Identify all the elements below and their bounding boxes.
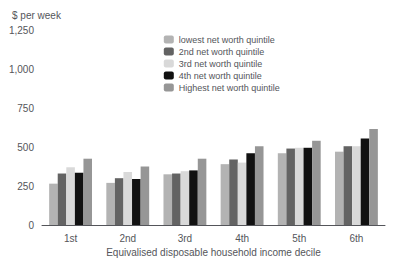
svg-text:Equivalised disposable househo: Equivalised disposable household income … <box>106 247 321 258</box>
svg-text:4th: 4th <box>235 233 249 244</box>
svg-text:250: 250 <box>17 181 34 192</box>
svg-text:0: 0 <box>28 220 34 231</box>
svg-text:5th: 5th <box>292 233 306 244</box>
svg-text:Highest net worth quintile: Highest net worth quintile <box>179 83 280 93</box>
svg-text:1st: 1st <box>64 233 78 244</box>
svg-text:750: 750 <box>17 103 34 114</box>
svg-text:1,250: 1,250 <box>9 25 34 36</box>
svg-text:500: 500 <box>17 142 34 153</box>
svg-text:2nd: 2nd <box>119 233 136 244</box>
svg-text:4th net worth quintile: 4th net worth quintile <box>179 71 262 81</box>
svg-text:3rd net worth quintile: 3rd net worth quintile <box>179 59 263 69</box>
svg-text:2nd net worth quintile: 2nd net worth quintile <box>179 47 265 57</box>
svg-text:3rd: 3rd <box>178 233 192 244</box>
svg-text:1,000: 1,000 <box>9 64 34 75</box>
svg-text:$ per week: $ per week <box>12 10 62 21</box>
svg-text:lowest net worth quintile: lowest net worth quintile <box>179 35 275 45</box>
svg-text:6th: 6th <box>349 233 363 244</box>
